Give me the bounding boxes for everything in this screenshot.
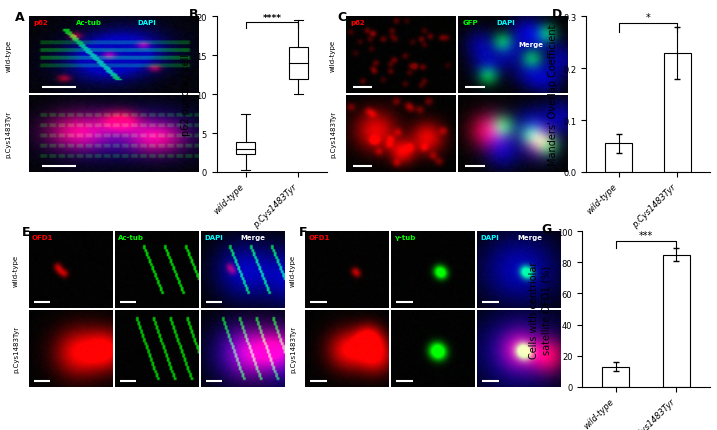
Text: wild-type: wild-type <box>290 254 296 286</box>
Bar <box>602 367 630 387</box>
Text: GFP: GFP <box>462 20 478 26</box>
Text: Merge: Merge <box>518 42 543 48</box>
Bar <box>237 143 255 155</box>
Text: A: A <box>15 11 25 24</box>
Text: DAPI: DAPI <box>480 235 500 241</box>
Text: wild-type: wild-type <box>13 254 19 286</box>
Text: *: * <box>645 13 650 23</box>
Text: B: B <box>189 8 199 21</box>
Text: E: E <box>22 225 31 239</box>
Text: wild-type: wild-type <box>330 40 336 71</box>
Text: γ-tub: γ-tub <box>395 235 416 241</box>
Text: Merge: Merge <box>518 235 543 241</box>
Text: F: F <box>299 225 307 239</box>
Text: p.Cys1483Tyr: p.Cys1483Tyr <box>13 325 19 372</box>
Text: p.Cys1483Tyr: p.Cys1483Tyr <box>5 111 11 158</box>
Text: DAPI: DAPI <box>497 20 516 26</box>
Text: p.Cys1483Tyr: p.Cys1483Tyr <box>290 325 296 372</box>
Bar <box>289 48 308 80</box>
Text: p.Cys1483Tyr: p.Cys1483Tyr <box>330 111 336 158</box>
Y-axis label: p62 puncta / cell: p62 puncta / cell <box>181 54 191 136</box>
Text: D: D <box>551 8 562 21</box>
Text: DAPI: DAPI <box>204 235 223 241</box>
Bar <box>664 53 690 172</box>
Text: p62: p62 <box>34 19 48 25</box>
Text: Merge: Merge <box>241 235 266 241</box>
Text: C: C <box>338 11 346 24</box>
Text: G: G <box>541 222 551 235</box>
Text: OFD1: OFD1 <box>309 235 330 241</box>
Bar <box>605 144 632 172</box>
Text: ***: *** <box>639 230 653 240</box>
Text: p62: p62 <box>351 20 365 26</box>
Text: DAPI: DAPI <box>137 19 156 25</box>
Text: OFD1: OFD1 <box>32 235 53 241</box>
Bar <box>663 255 690 387</box>
Y-axis label: Cells with centriolar
satellite OFD1 (%): Cells with centriolar satellite OFD1 (%) <box>529 261 551 358</box>
Text: Ac-tub: Ac-tub <box>118 235 144 241</box>
Text: ****: **** <box>262 14 282 23</box>
Y-axis label: Manders' Overlap Coefficient: Manders' Overlap Coefficient <box>548 25 558 166</box>
Text: wild-type: wild-type <box>5 40 11 71</box>
Text: Ac-tub: Ac-tub <box>76 19 102 25</box>
